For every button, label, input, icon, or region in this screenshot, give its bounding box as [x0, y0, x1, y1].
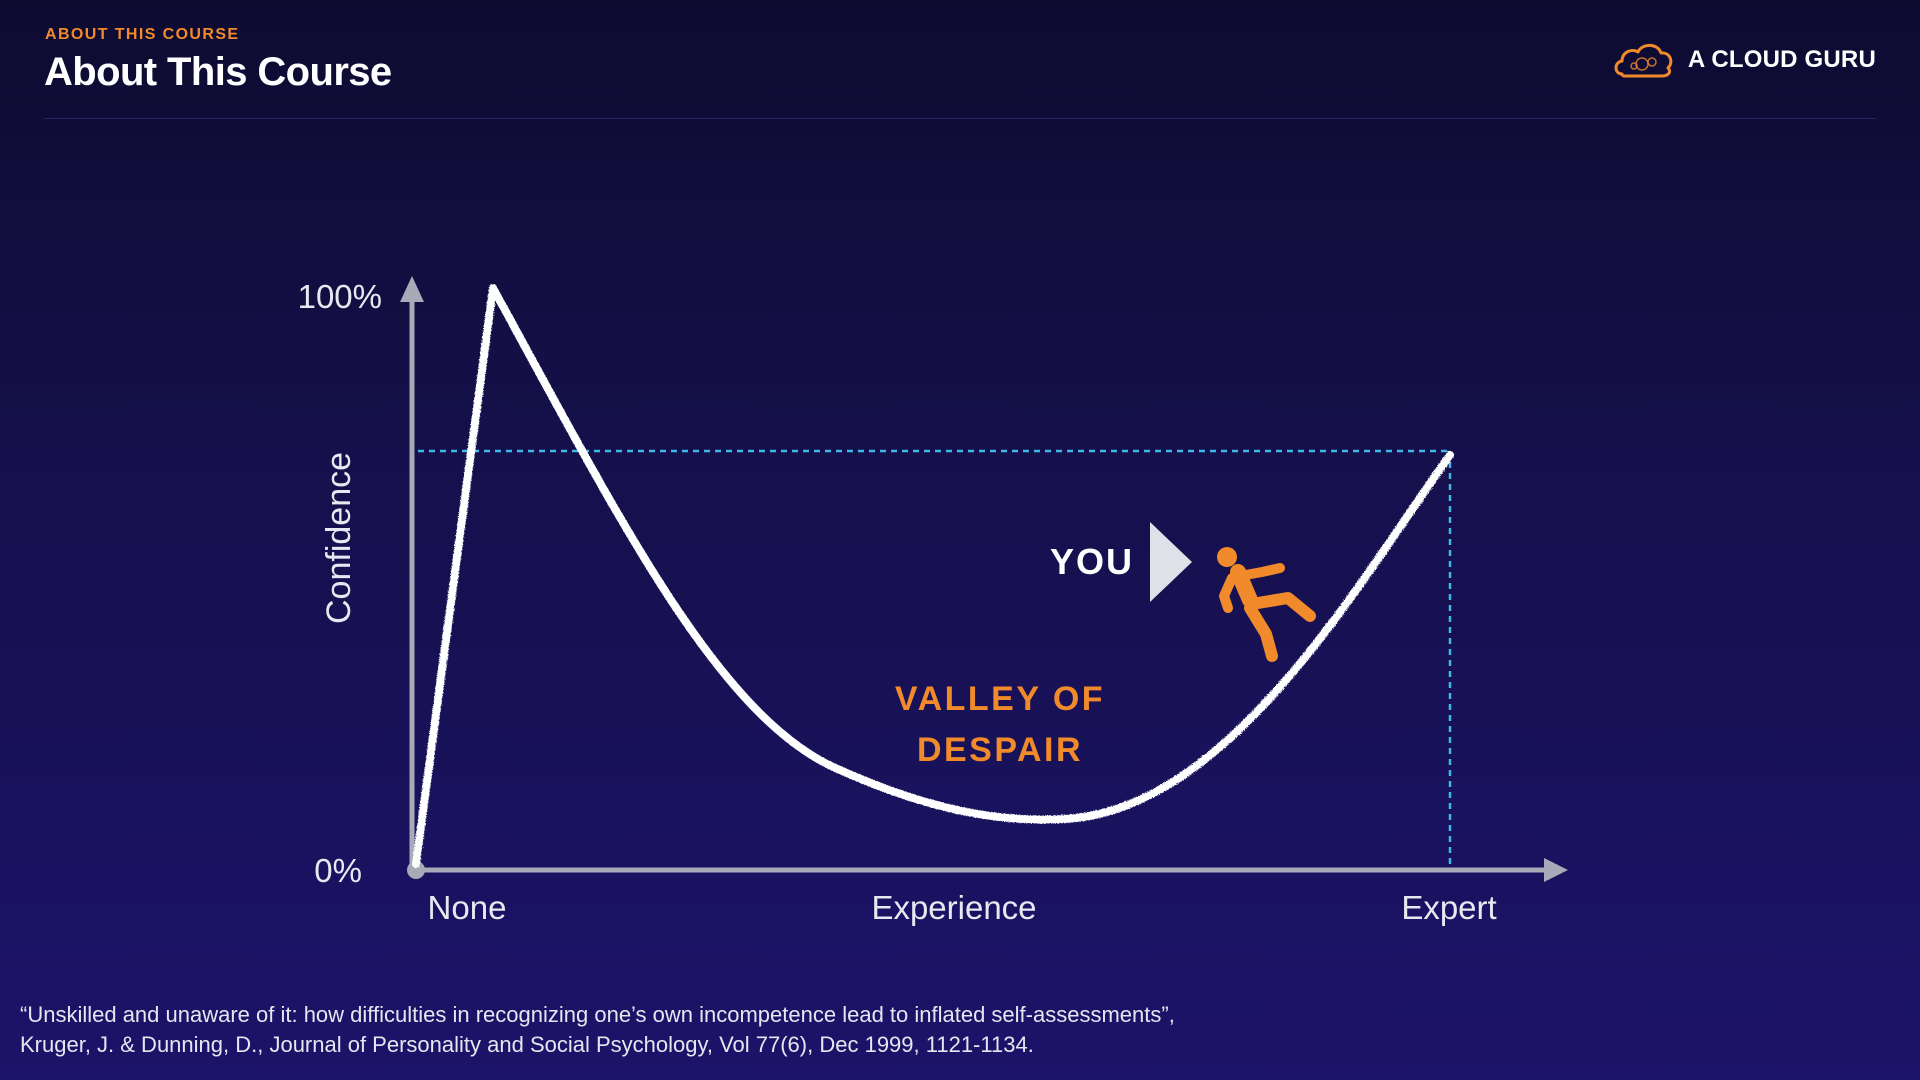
x-tick-none: None	[428, 889, 507, 926]
confidence-curve	[412, 284, 1454, 868]
valley-label-line2: DESPAIR	[917, 731, 1083, 769]
brand-logo: A CLOUD GURU	[1612, 40, 1876, 80]
section-eyebrow: ABOUT THIS COURSE	[45, 26, 240, 43]
citation-line-2: Kruger, J. & Dunning, D., Journal of Per…	[20, 1032, 1034, 1057]
x-tick-expert: Expert	[1401, 889, 1496, 926]
origin-dot	[407, 861, 425, 879]
valley-label-line1: VALLEY OF	[895, 680, 1105, 718]
brand-name: A CLOUD GURU	[1687, 46, 1876, 73]
citation-line-1: “Unskilled and unaware of it: how diffic…	[20, 1002, 1175, 1027]
falling-person-icon	[1217, 547, 1316, 662]
page-title: About This Course	[44, 50, 392, 94]
cloud-logo-icon	[1614, 43, 1673, 78]
y-axis-arrow	[400, 276, 424, 302]
you-label: YOU	[1050, 541, 1134, 582]
x-tick-experience: Experience	[871, 889, 1036, 926]
you-pointer-arrow	[1150, 522, 1192, 602]
x-axis-arrow	[1544, 858, 1568, 882]
citation: “Unskilled and unaware of it: how diffic…	[20, 1000, 1175, 1060]
y-tick-100: 100%	[298, 278, 382, 315]
y-axis-label: Confidence	[320, 452, 358, 624]
y-tick-0: 0%	[314, 852, 362, 889]
header-divider	[44, 118, 1876, 119]
